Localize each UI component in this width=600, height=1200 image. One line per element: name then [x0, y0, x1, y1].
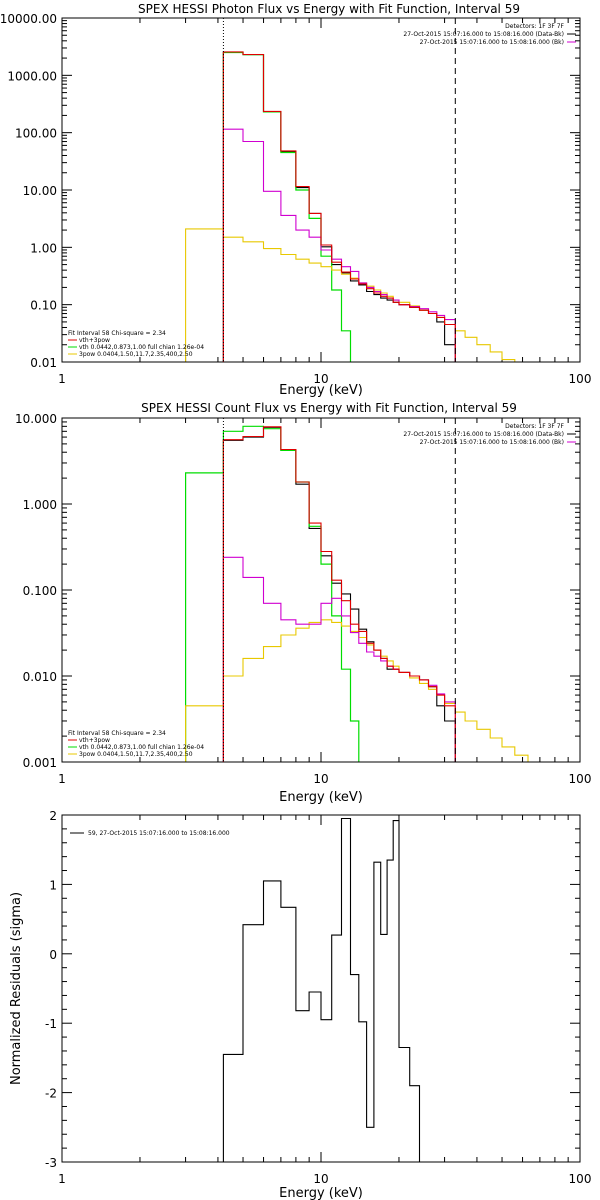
series-data — [222, 426, 456, 762]
y-tick-label: 2 — [49, 809, 57, 823]
plot-area — [185, 418, 541, 762]
x-tick-label: 100 — [569, 1172, 592, 1186]
y-tick-label: 10.00 — [23, 184, 57, 198]
legend-bottom-entry: 3pow 0.0404,1.50,11.7,2.35,400,2.50 — [79, 351, 193, 358]
x-tick-label: 10 — [313, 372, 328, 386]
y-tick-label: 0.10 — [30, 299, 57, 313]
series-total — [222, 426, 456, 762]
x-tick-label: 1 — [58, 372, 66, 386]
series-data — [222, 51, 456, 362]
y-tick-label: 1.00 — [30, 241, 57, 255]
y-tick-label: 0.001 — [23, 756, 57, 770]
y-axis-label: Normalized Residuals (sigma) — [9, 892, 24, 1085]
legend-top-entry: Detectors: 1F 3F 7F — [505, 423, 564, 430]
x-tick-label: 100 — [569, 372, 592, 386]
x-tick-label: 10 — [313, 1172, 328, 1186]
series-thermal — [185, 425, 360, 762]
series-model — [222, 556, 456, 762]
plot-frame — [61, 17, 581, 363]
series-model — [222, 128, 456, 362]
legend-top-entry: 27-Oct-2015 15:07:16.000 to 15:08:16.000… — [403, 431, 564, 438]
y-tick-label: 0.01 — [30, 356, 57, 370]
legend-bottom-entry: vth 0.0442,0.873,1.00 full chian 1.26e-0… — [79, 344, 204, 351]
chart-title: SPEX HESSI Photon Flux vs Energy with Fi… — [138, 2, 520, 16]
x-axis-label: Energy (keV) — [279, 790, 363, 805]
y-tick-label: 10.000 — [15, 412, 57, 426]
y-tick-label: 10000.00 — [0, 12, 57, 26]
legend-bottom-entry: vth+3pow — [79, 737, 110, 744]
series-nonthermal — [185, 228, 516, 362]
legend-entry: 59, 27-Oct-2015 15:07:16.000 to 15:08:16… — [88, 830, 230, 837]
y-tick-label: 1.000 — [23, 498, 57, 512]
y-tick-label: 0.100 — [23, 584, 57, 598]
count-flux-panel: SPEX HESSI Count Flux vs Energy with Fit… — [15, 401, 591, 805]
y-tick-label: -1 — [45, 1017, 57, 1031]
legend-bottom-entry: vth+3pow — [79, 337, 110, 344]
legend-top-entry: 27-Oct-2015 15:07:16.000 to 15:08:16.000… — [420, 39, 564, 46]
y-tick-label: 1 — [49, 878, 57, 892]
series-nonthermal — [185, 619, 541, 762]
series-total — [222, 51, 456, 362]
legend-bottom-entry: Fit Interval 58 Chi-square = 2.34 — [68, 330, 166, 337]
y-tick-label: 100.00 — [15, 127, 57, 141]
y-tick-label: 0.010 — [23, 670, 57, 684]
y-tick-label: 0 — [49, 948, 57, 962]
legend-bottom-entry: vth 0.0442,0.873,1.00 full chian 1.26e-0… — [79, 744, 204, 751]
x-tick-label: 10 — [313, 772, 328, 786]
series-thermal — [222, 51, 352, 362]
y-tick-label: -2 — [45, 1087, 57, 1101]
x-axis-label: Energy (keV) — [279, 383, 363, 398]
x-axis-label: Energy (keV) — [279, 1186, 363, 1200]
plot-area — [222, 817, 421, 1162]
chart-title: SPEX HESSI Count Flux vs Energy with Fit… — [141, 401, 517, 415]
x-tick-label: 1 — [58, 772, 66, 786]
plot-frame — [61, 814, 581, 1163]
legend-bottom-entry: Fit Interval 58 Chi-square = 2.34 — [68, 730, 166, 737]
residuals-panel: Energy (keV) Normalized Residuals (sigma)… — [9, 809, 591, 1200]
legend-top-entry: 27-Oct-2015 15:07:16.000 to 15:08:16.000… — [403, 31, 564, 38]
x-tick-label: 1 — [58, 1172, 66, 1186]
plot-frame — [61, 417, 581, 763]
photon-flux-panel: SPEX HESSI Photon Flux vs Energy with Fi… — [0, 2, 591, 398]
y-tick-label: -3 — [45, 1156, 57, 1170]
legend-top-entry: Detectors: 1F 3F 7F — [505, 23, 564, 30]
x-tick-label: 100 — [569, 772, 592, 786]
legend-bottom-entry: 3pow 0.0404,1.50,11.7,2.35,400,2.50 — [79, 751, 193, 758]
y-tick-label: 1000.00 — [7, 69, 57, 83]
series-data — [222, 817, 421, 1162]
legend-top-entry: 27-Oct-2015 15:07:16.000 to 15:08:16.000… — [420, 439, 564, 446]
plot-area — [185, 18, 516, 362]
